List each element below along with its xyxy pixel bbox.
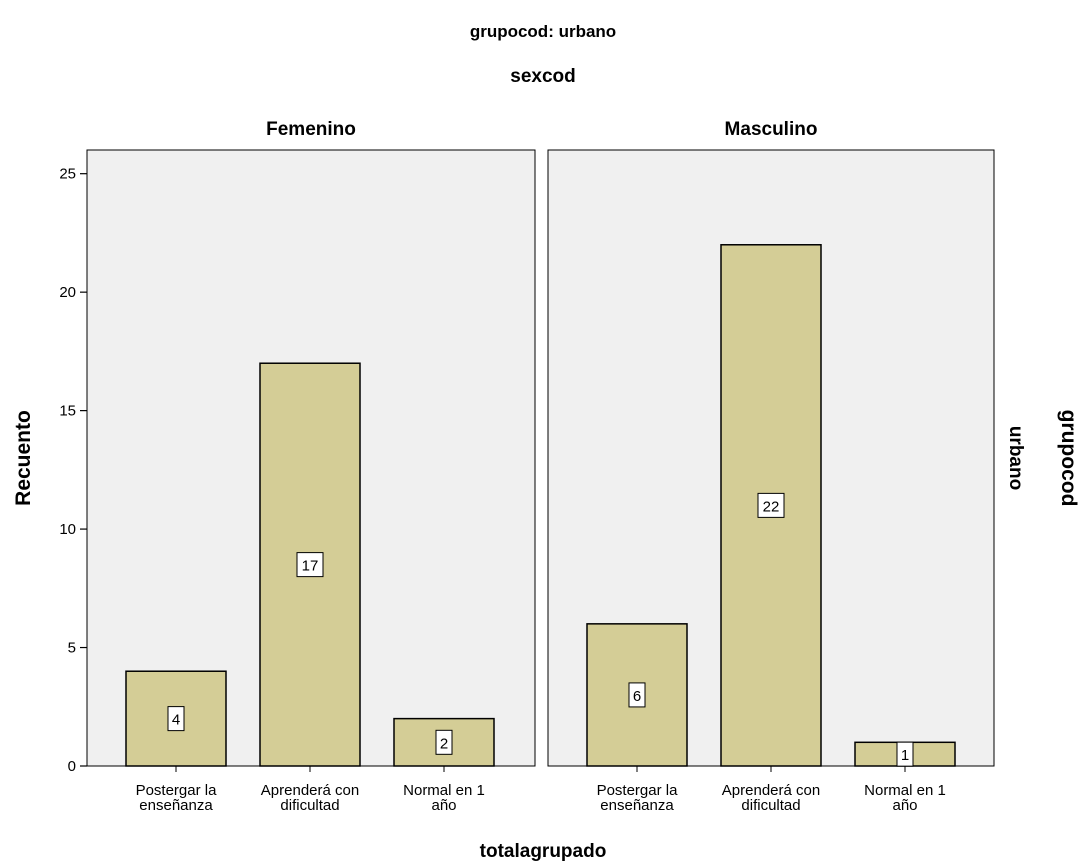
category-label-masculino-0-line-1: enseñanza <box>600 797 674 814</box>
category-label-femenino-1-line-1: dificultad <box>280 797 339 814</box>
data-label-masculino-2: 1 <box>901 747 909 764</box>
data-label-femenino-2: 2 <box>440 735 448 752</box>
row-panel-value: urbano <box>1005 426 1026 490</box>
data-label-masculino-1: 22 <box>763 498 780 515</box>
category-label-femenino-1-line-0: Aprenderá con <box>261 782 359 799</box>
y-tick-label-5: 5 <box>68 640 76 657</box>
category-label-femenino-0-line-0: Postergar la <box>136 782 218 799</box>
y-tick-label-15: 15 <box>59 403 76 420</box>
y-axis-label: Recuento <box>12 410 35 506</box>
category-label-masculino-2-line-0: Normal en 1 <box>864 782 946 799</box>
bars-masculino: 6 22 1 <box>586 244 956 772</box>
data-label-box-masculino-1 <box>757 492 785 518</box>
panel-title-masculino: Masculino <box>725 119 818 140</box>
column-panel-title: sexcod <box>510 66 575 87</box>
bars-femenino: 4 17 2 <box>125 362 495 772</box>
category-label-masculino-2-line-1: año <box>892 797 917 814</box>
chart-title: grupocod: urbano <box>470 22 616 41</box>
data-label-box-femenino-0 <box>167 706 185 732</box>
category-label-femenino-2-line-0: Normal en 1 <box>403 782 485 799</box>
row-panel-title: grupocod <box>1057 410 1080 507</box>
category-label-masculino-0-line-0: Postergar la <box>597 782 679 799</box>
data-label-box-femenino-2 <box>435 729 453 755</box>
y-axis: 0 5 10 15 20 25 <box>59 166 87 775</box>
data-label-femenino-1: 17 <box>302 558 319 575</box>
data-label-masculino-0: 6 <box>633 688 641 705</box>
category-label-femenino-0-line-1: enseñanza <box>139 797 213 814</box>
category-label-femenino-2-line-1: año <box>431 797 456 814</box>
data-label-box-masculino-0 <box>628 682 646 708</box>
category-label-masculino-1-line-0: Aprenderá con <box>722 782 820 799</box>
y-tick-label-25: 25 <box>59 166 76 183</box>
data-label-femenino-0: 4 <box>172 712 180 729</box>
y-tick-label-20: 20 <box>59 284 76 301</box>
category-label-masculino-1-line-1: dificultad <box>741 797 800 814</box>
y-tick-label-10: 10 <box>59 521 76 538</box>
data-label-box-femenino-1 <box>296 552 324 578</box>
x-axis-label: totalagrupado <box>480 841 607 862</box>
y-tick-label-0: 0 <box>68 758 76 775</box>
panel-title-femenino: Femenino <box>266 119 356 140</box>
